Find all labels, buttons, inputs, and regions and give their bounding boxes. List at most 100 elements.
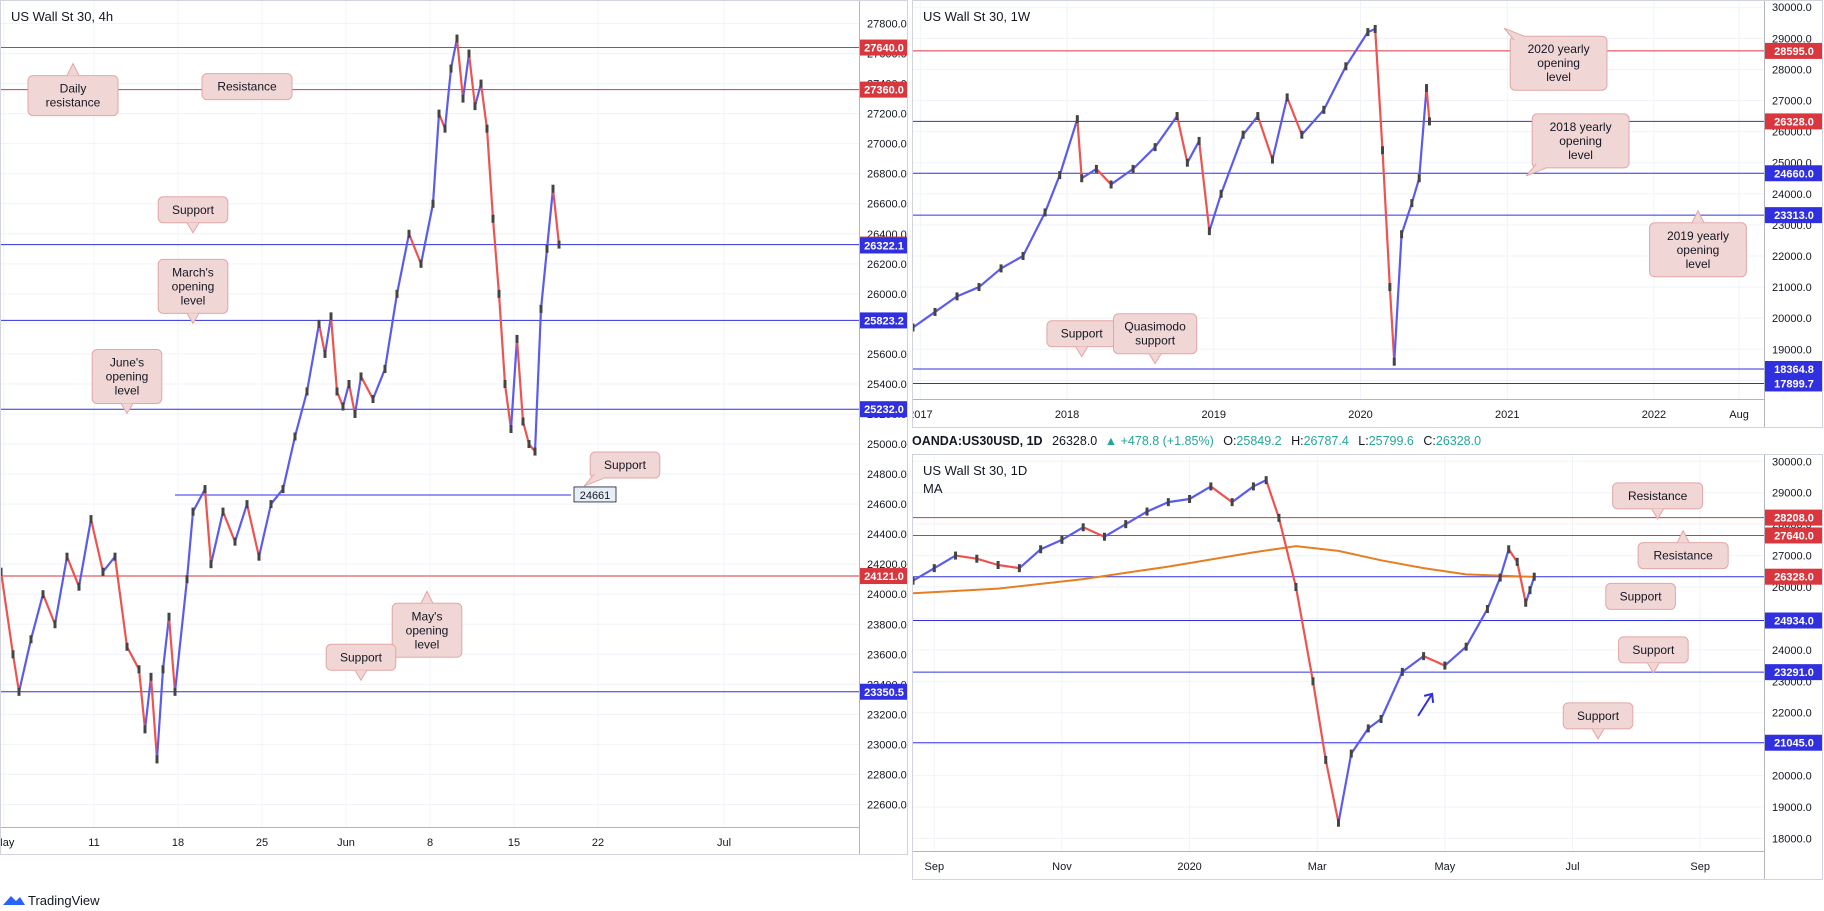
y-tick-label: 23200.0 (867, 709, 907, 721)
price-segment (999, 254, 1025, 270)
price-point (449, 64, 453, 73)
y-tick-label: 22800.0 (867, 769, 907, 781)
price-point (1528, 586, 1532, 595)
price-segment (167, 615, 177, 693)
price-point (1507, 545, 1511, 554)
price-point (1075, 115, 1079, 124)
price-segment (1499, 548, 1510, 579)
y-tick-label: 27000.0 (1772, 551, 1812, 563)
price-segment (1058, 118, 1079, 177)
price-point (1270, 155, 1274, 164)
y-tick-label: 22000.0 (1772, 251, 1812, 263)
chart-panel-1w[interactable]: 30000.0 29000.0 28000.0 27000.0 26000.0 25000… (912, 0, 1823, 428)
chart-title-1w: US Wall St 30, 1W (923, 9, 1031, 24)
price-point (137, 665, 141, 674)
price-point (1230, 498, 1234, 507)
chart-canvas-1d[interactable]: 30000.029000.028000.027000.026000.025000… (913, 455, 1823, 880)
x-tick-label: 11 (88, 837, 99, 849)
y-tick-label: 22600.0 (867, 799, 907, 811)
callout-text: Support (340, 650, 383, 664)
price-point (1366, 28, 1370, 37)
price-segment (1209, 485, 1234, 504)
price-segment (933, 295, 959, 314)
price-segment (467, 52, 477, 108)
price-point (1207, 227, 1211, 236)
price-point (1102, 532, 1106, 541)
callout-text: June's (110, 355, 144, 369)
price-point (1464, 642, 1468, 651)
legend-close-label: C: (1423, 434, 1436, 448)
price-segment (1043, 174, 1061, 214)
y-tick-label: 26000.0 (1772, 127, 1812, 139)
callout-tail (354, 670, 368, 682)
price-point (1443, 661, 1447, 670)
price-segment (1145, 501, 1170, 513)
chart-panel-4h[interactable]: 27800.027600.027400.027200.027000.026800… (0, 0, 908, 855)
callout-text: March's (172, 265, 214, 279)
price-point (443, 124, 447, 133)
chart-panel-1d[interactable]: 30000.029000.028000.027000.026000.025000… (912, 454, 1823, 880)
level-price-label: 24934.0 (1774, 616, 1814, 628)
price-point (371, 394, 375, 403)
price-segment (11, 653, 21, 693)
price-segment (185, 510, 195, 581)
price-point (503, 379, 507, 388)
price-segment (137, 668, 147, 731)
price-point (29, 635, 33, 644)
price-point (353, 410, 357, 418)
price-segment (1374, 27, 1384, 152)
price-segment (551, 187, 561, 246)
x-tick-label: Jul (1565, 861, 1579, 873)
price-point (1175, 112, 1179, 121)
level-price-tag (1765, 568, 1822, 585)
callout-box (1509, 35, 1608, 91)
price-point (1251, 482, 1255, 491)
price-segment (1400, 202, 1413, 236)
price-point (293, 432, 297, 441)
price-point (1094, 164, 1098, 173)
price-point (395, 289, 399, 298)
callout-tail (186, 222, 200, 234)
x-tick-label: Sep (924, 861, 944, 873)
legend-close-value: 26328.0 (1435, 434, 1482, 448)
price-segment (1076, 118, 1083, 180)
price-segment (1109, 167, 1135, 186)
tradingview-brand[interactable]: TradingView (28, 893, 100, 908)
level-price-label: 26328.0 (1774, 116, 1814, 128)
price-point (1294, 583, 1298, 591)
price-point (551, 184, 555, 193)
level-price-label: 25823.2 (864, 315, 904, 327)
price-segment (1265, 479, 1281, 519)
price-point (167, 612, 171, 621)
price-segment (1401, 655, 1425, 673)
price-point (557, 240, 561, 249)
tradingview-logo-icon[interactable] (2, 894, 26, 906)
price-point (509, 425, 513, 434)
y-tick-label: 26800.0 (867, 169, 907, 181)
chart-canvas-4h[interactable]: 27800.027600.027400.027200.027000.026800… (1, 1, 908, 855)
price-segment (1124, 510, 1149, 526)
price-segment (975, 557, 1000, 567)
callout-box (1531, 113, 1630, 169)
price-segment (1465, 607, 1489, 648)
level-price-tag (1765, 509, 1822, 526)
price-segment (955, 285, 981, 298)
level-price-tag (860, 81, 907, 98)
y-tick-label: 20000.0 (1772, 313, 1812, 325)
price-segment (1393, 233, 1403, 363)
price-segment (977, 267, 1003, 289)
callout-text: opening (1559, 134, 1602, 148)
price-segment (1344, 30, 1369, 68)
price-segment (155, 668, 165, 761)
price-point (1349, 749, 1353, 758)
level-price-label: 25232.0 (864, 404, 904, 416)
callout-text: Support (1577, 709, 1620, 723)
price-point (143, 725, 147, 734)
chart-canvas-1w[interactable]: 30000.029000.028000.027000.026000.025000… (913, 1, 1823, 428)
price-segment (515, 337, 525, 423)
level-price-label: 28595.0 (1774, 46, 1814, 58)
y-tick-label: 29000.0 (1772, 33, 1812, 45)
price-point (1388, 283, 1392, 292)
chart-title-1d: US Wall St 30, 1D (923, 463, 1028, 478)
y-tick-label: 19000.0 (1772, 344, 1812, 356)
